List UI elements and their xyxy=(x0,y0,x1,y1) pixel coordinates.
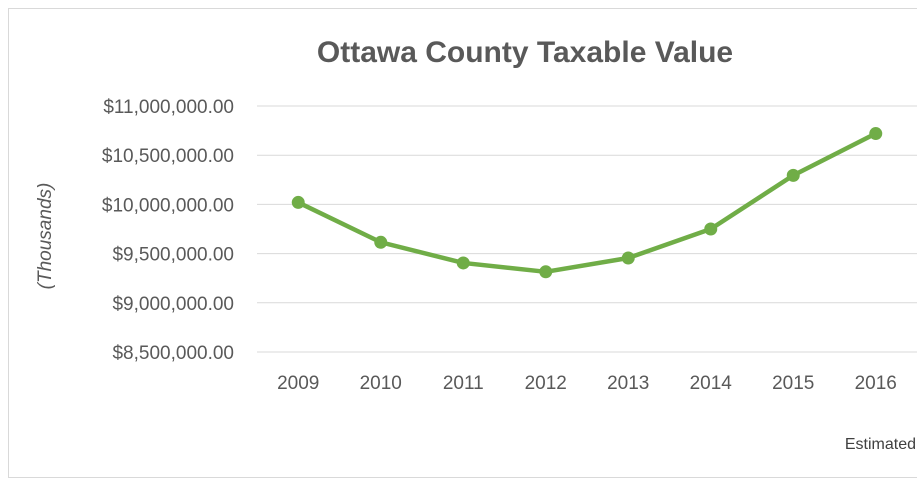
y-tick-label: $10,000,000.00 xyxy=(102,195,234,216)
data-point xyxy=(786,168,800,182)
data-point xyxy=(621,251,635,265)
data-point xyxy=(539,265,553,279)
y-tick-label: $8,500,000.00 xyxy=(112,343,234,364)
x-tick-label: 2011 xyxy=(443,373,484,394)
line-chart: Ottawa County Taxable Value (Thousands) … xyxy=(35,36,917,453)
y-tick-label: $9,000,000.00 xyxy=(112,294,234,315)
x-tick-label: 2009 xyxy=(277,373,319,394)
x-tick-label: 2013 xyxy=(607,373,649,394)
chart-frame xyxy=(8,8,917,478)
x-tick-label: 2016 xyxy=(855,373,897,394)
series-group xyxy=(291,127,883,279)
y-axis-label: (Thousands) xyxy=(35,183,56,290)
x-tick-label: 2015 xyxy=(772,373,814,394)
x-tick-label: 2012 xyxy=(525,373,567,394)
series-line xyxy=(296,131,878,275)
data-point xyxy=(291,195,305,209)
estimated-note: Estimated xyxy=(845,436,916,453)
data-point xyxy=(456,256,470,270)
data-point xyxy=(869,127,883,141)
chart-title: Ottawa County Taxable Value xyxy=(317,36,733,69)
x-tick-label: 2014 xyxy=(690,373,733,394)
x-tick-labels: 2009 2010 2011 2012 2013 2014 2015 2016 xyxy=(277,373,897,394)
y-tick-label: $11,000,000.00 xyxy=(103,97,234,118)
data-point xyxy=(374,235,388,249)
y-tick-label: $9,500,000.00 xyxy=(112,245,234,266)
data-point xyxy=(704,222,718,236)
gridlines xyxy=(257,105,917,353)
y-tick-labels: $8,500,000.00 $9,000,000.00 $9,500,000.00 $… xyxy=(102,97,234,364)
x-tick-label: 2010 xyxy=(360,373,402,394)
y-tick-label: $10,500,000.00 xyxy=(102,146,234,167)
